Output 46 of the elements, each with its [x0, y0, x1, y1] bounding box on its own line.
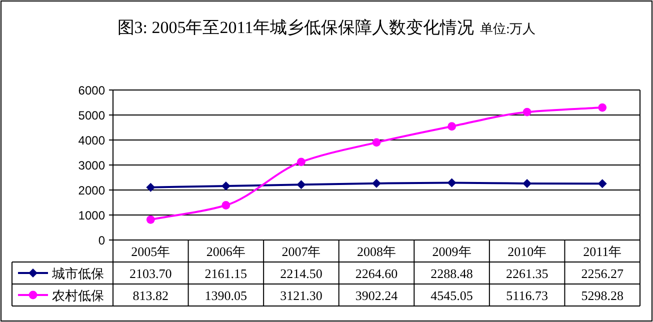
point — [146, 182, 156, 192]
data-label: 2214.50 — [280, 266, 322, 281]
point — [372, 178, 381, 188]
y-tick-label: 6000 — [78, 84, 106, 98]
y-tick-label: 0 — [98, 234, 106, 248]
x-tick-label: 2011年 — [583, 244, 622, 259]
subtitle: 单位:万人 — [480, 21, 536, 36]
y-tick-label: 2000 — [78, 184, 106, 198]
data-label: 2261.35 — [506, 266, 548, 281]
point — [598, 179, 607, 188]
x-tick-label: 2005年 — [131, 244, 170, 259]
y-tick-label: 4000 — [78, 134, 106, 148]
data-label: 3902.24 — [355, 288, 398, 303]
point — [221, 181, 230, 190]
data-label: 1390.05 — [204, 288, 248, 303]
point — [296, 180, 306, 190]
x-tick-label: 2010年 — [508, 244, 547, 259]
y-tick-label: 1000 — [78, 208, 106, 222]
x-tick-label: 2009年 — [432, 244, 472, 259]
x-tick-label: 2007年 — [282, 244, 321, 259]
data-label: 2161.15 — [204, 266, 248, 281]
y-tick-label: 3000 — [78, 158, 106, 172]
point — [146, 215, 155, 224]
point — [522, 108, 532, 116]
data-label: 5298.28 — [581, 288, 624, 303]
point — [598, 103, 607, 112]
data-label: 3121.30 — [280, 288, 322, 303]
point — [372, 138, 381, 147]
data-label: 813.82 — [132, 288, 169, 303]
data-label: 2103.70 — [130, 266, 172, 281]
data-label: 5116.73 — [506, 288, 548, 303]
x-tick-label: 2006年 — [206, 244, 246, 259]
point — [447, 178, 456, 188]
data-label: 2288.48 — [430, 266, 473, 281]
point — [222, 201, 230, 210]
title: 图3: 2005年至2011年城乡低保保障人数变化情况 单位:万人 — [117, 18, 536, 37]
data-label: 4545.05 — [430, 288, 473, 303]
x-tick-label: 2008年 — [357, 244, 396, 259]
data-label: 2264.60 — [355, 266, 398, 281]
data-label: 2256.27 — [581, 266, 624, 281]
point — [297, 158, 306, 166]
chart-title: 图3: 2005年至2011年城乡低保保障人数变化情况 — [117, 18, 474, 37]
y-tick-label: 5000 — [78, 108, 106, 122]
point — [448, 122, 456, 131]
legend-label: 城市低保 — [51, 266, 104, 281]
legend-label: 农村低保 — [52, 288, 104, 303]
